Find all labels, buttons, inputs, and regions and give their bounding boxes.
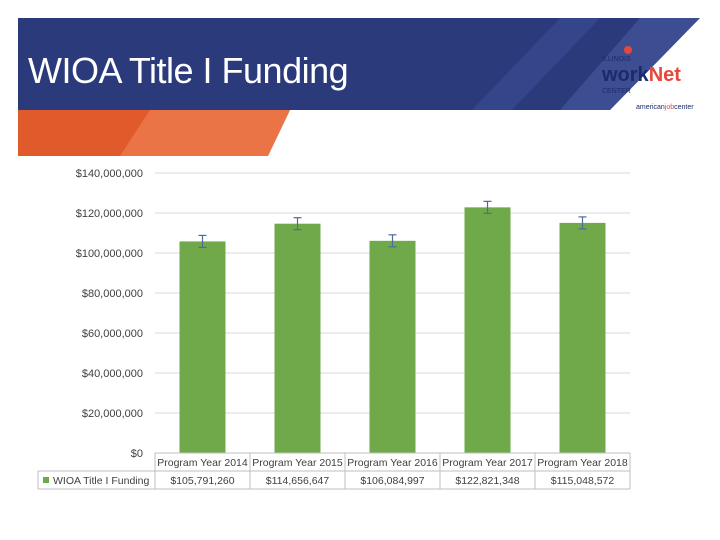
y-tick-label: $0: [131, 448, 143, 460]
category-label: Program Year 2015: [252, 457, 343, 469]
y-tick-label: $60,000,000: [82, 328, 143, 340]
data-table-value: $106,084,997: [360, 475, 424, 487]
data-table: Program Year 2014 $105,791,260 Program Yea…: [37, 452, 631, 490]
banner-orange-highlight: [120, 110, 290, 156]
logo-word-work: work: [602, 64, 649, 86]
error-bars: [198, 200, 587, 249]
category-label: Program Year 2018: [537, 457, 628, 469]
y-tick-label: $40,000,000: [82, 368, 143, 380]
logo-ajc-b: job: [664, 104, 675, 111]
logo-american-job-center: americanjobcenter: [636, 104, 694, 111]
banner-stripe: [472, 18, 600, 110]
data-table-value: $105,791,260: [170, 475, 234, 487]
error-bar: [388, 234, 397, 248]
category-label: Program Year 2016: [347, 457, 438, 469]
bar: [179, 241, 226, 453]
bar: [274, 223, 321, 453]
bars: [179, 207, 606, 453]
legend-key-swatch: [43, 477, 49, 483]
logo-person-icon: [624, 46, 632, 54]
y-tick-label: $120,000,000: [76, 208, 143, 220]
title-banner: [18, 18, 700, 156]
bar: [369, 240, 416, 453]
category-label: Program Year 2017: [442, 457, 533, 469]
error-bar: [483, 200, 492, 214]
error-bar: [198, 234, 207, 249]
logo-ajc-c: center: [674, 104, 694, 111]
grid-lines: [155, 172, 630, 414]
logo-state: ILLINOIS: [602, 56, 631, 63]
illinois-worknet-logo: ILLINOIS workNet CENTER americanjobcente…: [594, 44, 710, 120]
y-tick-label: $100,000,000: [76, 248, 143, 260]
logo-center: CENTER: [602, 88, 631, 95]
logo-wordmark: workNet: [602, 64, 681, 87]
category-label: Program Year 2014: [157, 457, 248, 469]
logo-word-net: Net: [648, 64, 681, 86]
error-bar: [578, 216, 587, 230]
y-tick-label: $80,000,000: [82, 288, 143, 300]
slide-title: WIOA Title I Funding: [28, 50, 349, 91]
data-table-value: $122,821,348: [455, 475, 519, 487]
bar: [559, 222, 606, 453]
error-bar: [293, 217, 302, 231]
data-table-value: $114,656,647: [266, 475, 330, 487]
bar: [464, 207, 511, 453]
banner-stripe-2: [560, 18, 700, 110]
logo-ajc-a: american: [636, 104, 665, 111]
y-tick-label: $140,000,000: [76, 168, 143, 180]
y-axis-tick-labels: $0 $20,000,000 $40,000,000 $60,000,000 $80,0…: [76, 168, 143, 460]
series-name-label: WIOA Title I Funding: [53, 475, 149, 487]
data-table-value: $115,048,572: [551, 475, 615, 487]
y-tick-label: $20,000,000: [82, 408, 143, 420]
